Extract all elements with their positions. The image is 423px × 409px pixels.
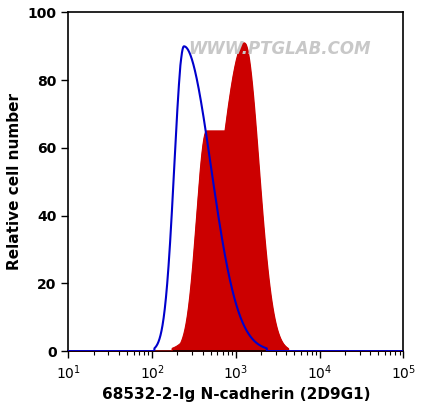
Y-axis label: Relative cell number: Relative cell number xyxy=(7,93,22,270)
Text: WWW.PTGLAB.COM: WWW.PTGLAB.COM xyxy=(188,40,371,58)
X-axis label: 68532-2-Ig N-cadherin (2D9G1): 68532-2-Ig N-cadherin (2D9G1) xyxy=(102,387,370,402)
